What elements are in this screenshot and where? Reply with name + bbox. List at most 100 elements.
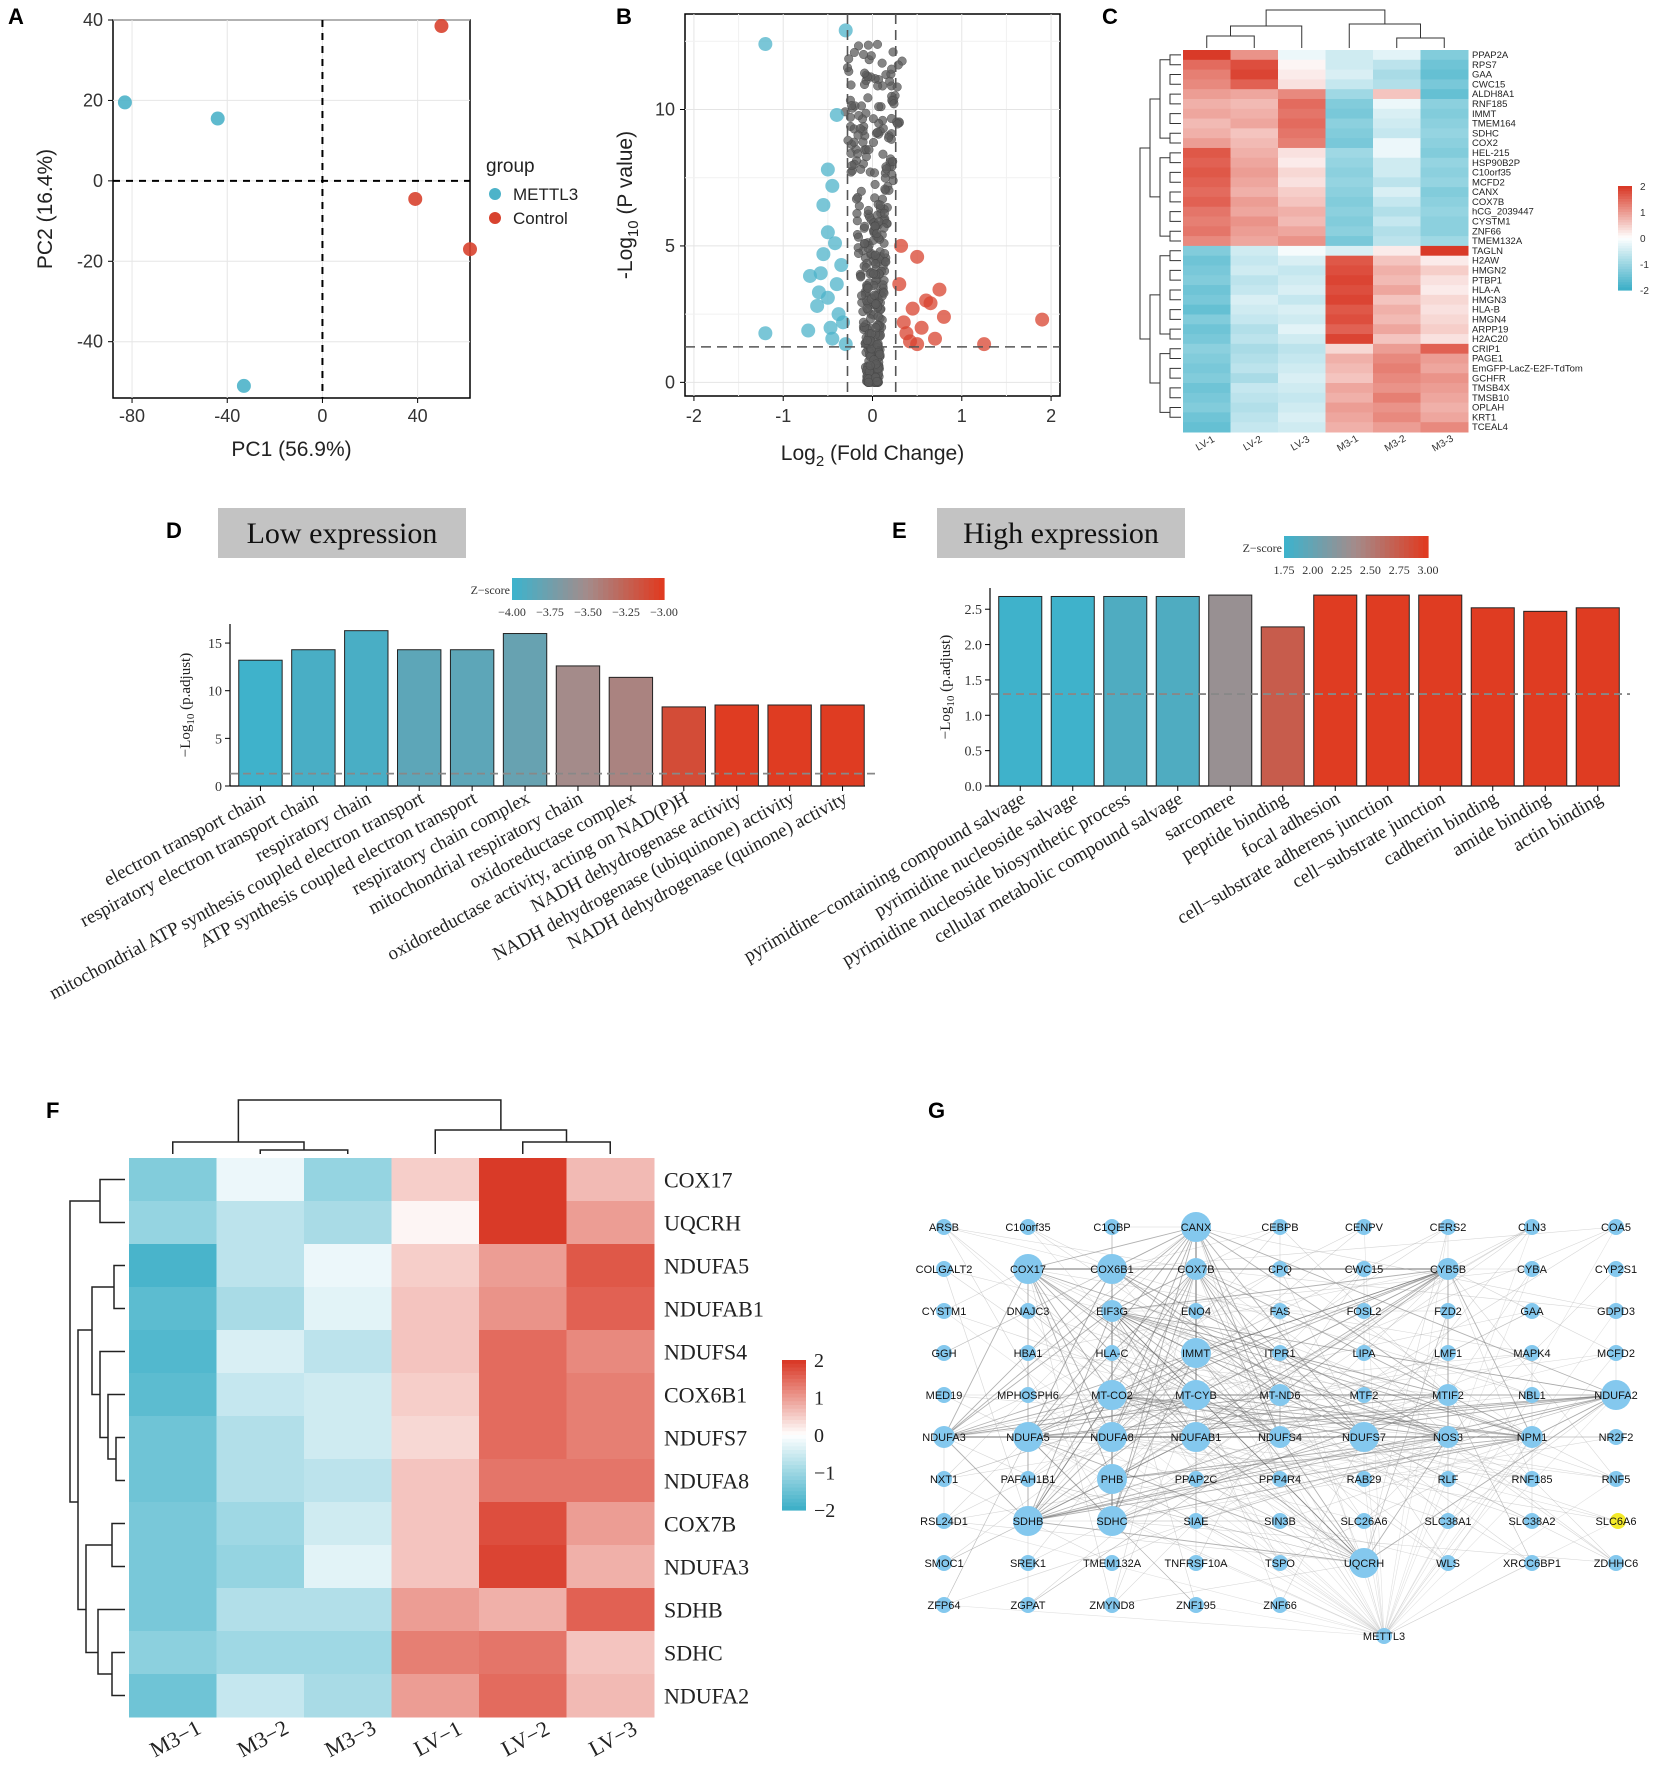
- network-edge: [1027, 1352, 1365, 1564]
- network-edge: [943, 1478, 1029, 1522]
- network-node: [1349, 1548, 1379, 1578]
- heatmap-f-cell: [216, 1373, 305, 1417]
- network-edge: [1027, 1226, 1197, 1522]
- network-edge: [1279, 1436, 1533, 1522]
- volcano-point-down: [829, 107, 844, 122]
- volcano-point-ns: [862, 336, 872, 346]
- heatmap-c-cell: [1183, 363, 1231, 374]
- heatmap-c-row-label: OPLAH: [1472, 403, 1504, 414]
- network-edge: [1279, 1478, 1385, 1637]
- volcano-point-ns: [860, 80, 870, 90]
- network-edge: [1111, 1226, 1281, 1270]
- volcano-point-ns: [870, 193, 880, 203]
- heatmap-f-cell: [479, 1502, 567, 1546]
- bar-legend-tick: −3.25: [612, 605, 640, 619]
- network-node: [1188, 1597, 1204, 1613]
- bar-legend-segment: [542, 578, 549, 600]
- bar-y-tick-label: 15: [208, 637, 222, 652]
- network-edge: [1195, 1226, 1281, 1396]
- network-node: [1181, 1338, 1211, 1368]
- heatmap-c-scale-segment: [1618, 277, 1632, 281]
- network-node-label: NDUFA2: [1594, 1390, 1637, 1402]
- heatmap-f-cell: [391, 1287, 480, 1331]
- heatmap-f-cell: [304, 1459, 392, 1503]
- network-edge: [1027, 1436, 1365, 1564]
- heatmap-f-scale-segment: [782, 1431, 806, 1436]
- bar-legend-segment: [567, 578, 574, 600]
- volcano-point-down: [816, 247, 831, 262]
- network-node: [936, 1303, 952, 1319]
- heatmap-c-cell: [1373, 363, 1421, 374]
- network-node: [1610, 1513, 1626, 1529]
- heatmap-c-scale-segment: [1618, 201, 1632, 205]
- heatmap-f-row-label: COX6B1: [664, 1383, 747, 1408]
- heatmap-c-cell: [1183, 236, 1231, 247]
- heatmap-f-col-label: M3−2: [233, 1715, 292, 1762]
- network-edge: [1383, 1520, 1617, 1637]
- network-edge: [1195, 1268, 1281, 1438]
- network-edge: [1383, 1226, 1449, 1637]
- volcano-point-ns: [847, 161, 857, 171]
- bar-title-background: [937, 508, 1185, 558]
- heatmap-c-cell: [1230, 157, 1279, 169]
- heatmap-f-cell: [304, 1416, 392, 1460]
- bar: [1208, 594, 1253, 787]
- network-edge: [1111, 1310, 1197, 1438]
- network-edge: [1195, 1394, 1617, 1522]
- volcano-point-ns: [884, 133, 894, 143]
- bar-legend-tick: 2.00: [1302, 563, 1323, 577]
- heatmap-c-cell: [1420, 108, 1469, 120]
- heatmap-f-scale-segment: [782, 1371, 806, 1376]
- heatmap-f-row-label: NDUFS4: [664, 1340, 747, 1365]
- network-edge: [1111, 1310, 1449, 1438]
- heatmap-c-scale-segment: [1618, 282, 1632, 286]
- heatmap-c-scale-segment: [1618, 240, 1632, 244]
- network-edge: [943, 1226, 1365, 1438]
- heatmap-c-scale-segment: [1618, 251, 1632, 255]
- heatmap-f-row-label: NDUFS7: [664, 1426, 747, 1451]
- heatmap-c-cell: [1278, 138, 1326, 149]
- bar-legend-title: Z−score: [471, 583, 510, 597]
- network-node-label: MTIF2: [1432, 1390, 1464, 1402]
- heatmap-f-cell: [129, 1631, 217, 1675]
- heatmap-c-cell: [1183, 118, 1231, 129]
- heatmap-c-cell: [1183, 69, 1231, 80]
- heatmap-c-cell: [1325, 383, 1374, 394]
- heatmap-c-row-label: TCEAL4: [1472, 422, 1508, 433]
- volcano-point-ns: [870, 179, 880, 189]
- network-node-label: TNFRSF10A: [1165, 1558, 1229, 1570]
- volcano-point-down: [758, 37, 773, 52]
- heatmap-f-row-dendrogram: [77, 1329, 92, 1611]
- network-node: [1013, 1422, 1043, 1452]
- volcano-point-ns: [871, 299, 881, 309]
- heatmap-c-cell: [1183, 314, 1231, 325]
- panel-label-f: F: [46, 1098, 59, 1123]
- heatmap-c-cell: [1278, 324, 1326, 335]
- network-node-label: NDUFS7: [1342, 1432, 1386, 1444]
- network-node-label: WLS: [1436, 1558, 1460, 1570]
- heatmap-f-cell: [216, 1158, 305, 1202]
- volcano-point-down: [813, 266, 828, 281]
- volcano-point-ns: [888, 157, 898, 167]
- bar-y-tick-label: 10: [208, 685, 222, 700]
- heatmap-c-scale-segment: [1618, 232, 1632, 236]
- heatmap-c-col-label: LV-1: [1194, 434, 1217, 454]
- bar-legend-tick: 2.75: [1389, 563, 1410, 577]
- volcano-point-ns: [844, 54, 854, 64]
- bar: [449, 649, 495, 787]
- heatmap-c-cell: [1373, 294, 1421, 306]
- heatmap-c-cell: [1420, 196, 1469, 208]
- heatmap-f-cell: [391, 1588, 480, 1632]
- heatmap-c-cell: [1183, 50, 1231, 61]
- network-node: [1013, 1254, 1043, 1284]
- network-node-label: FZD2: [1434, 1306, 1462, 1318]
- heatmap-c-cell: [1420, 383, 1469, 394]
- heatmap-f-row-dendrogram: [69, 1200, 100, 1503]
- heatmap-c-cell: [1325, 59, 1374, 71]
- pca-x-tick-label: -80: [119, 406, 145, 426]
- heatmap-f-scale-segment: [782, 1442, 806, 1447]
- bar-chart-title: Low expression: [247, 517, 438, 550]
- heatmap-c-cell: [1278, 128, 1326, 139]
- heatmap-f-cell: [129, 1588, 217, 1632]
- heatmap-c-cell: [1325, 402, 1374, 413]
